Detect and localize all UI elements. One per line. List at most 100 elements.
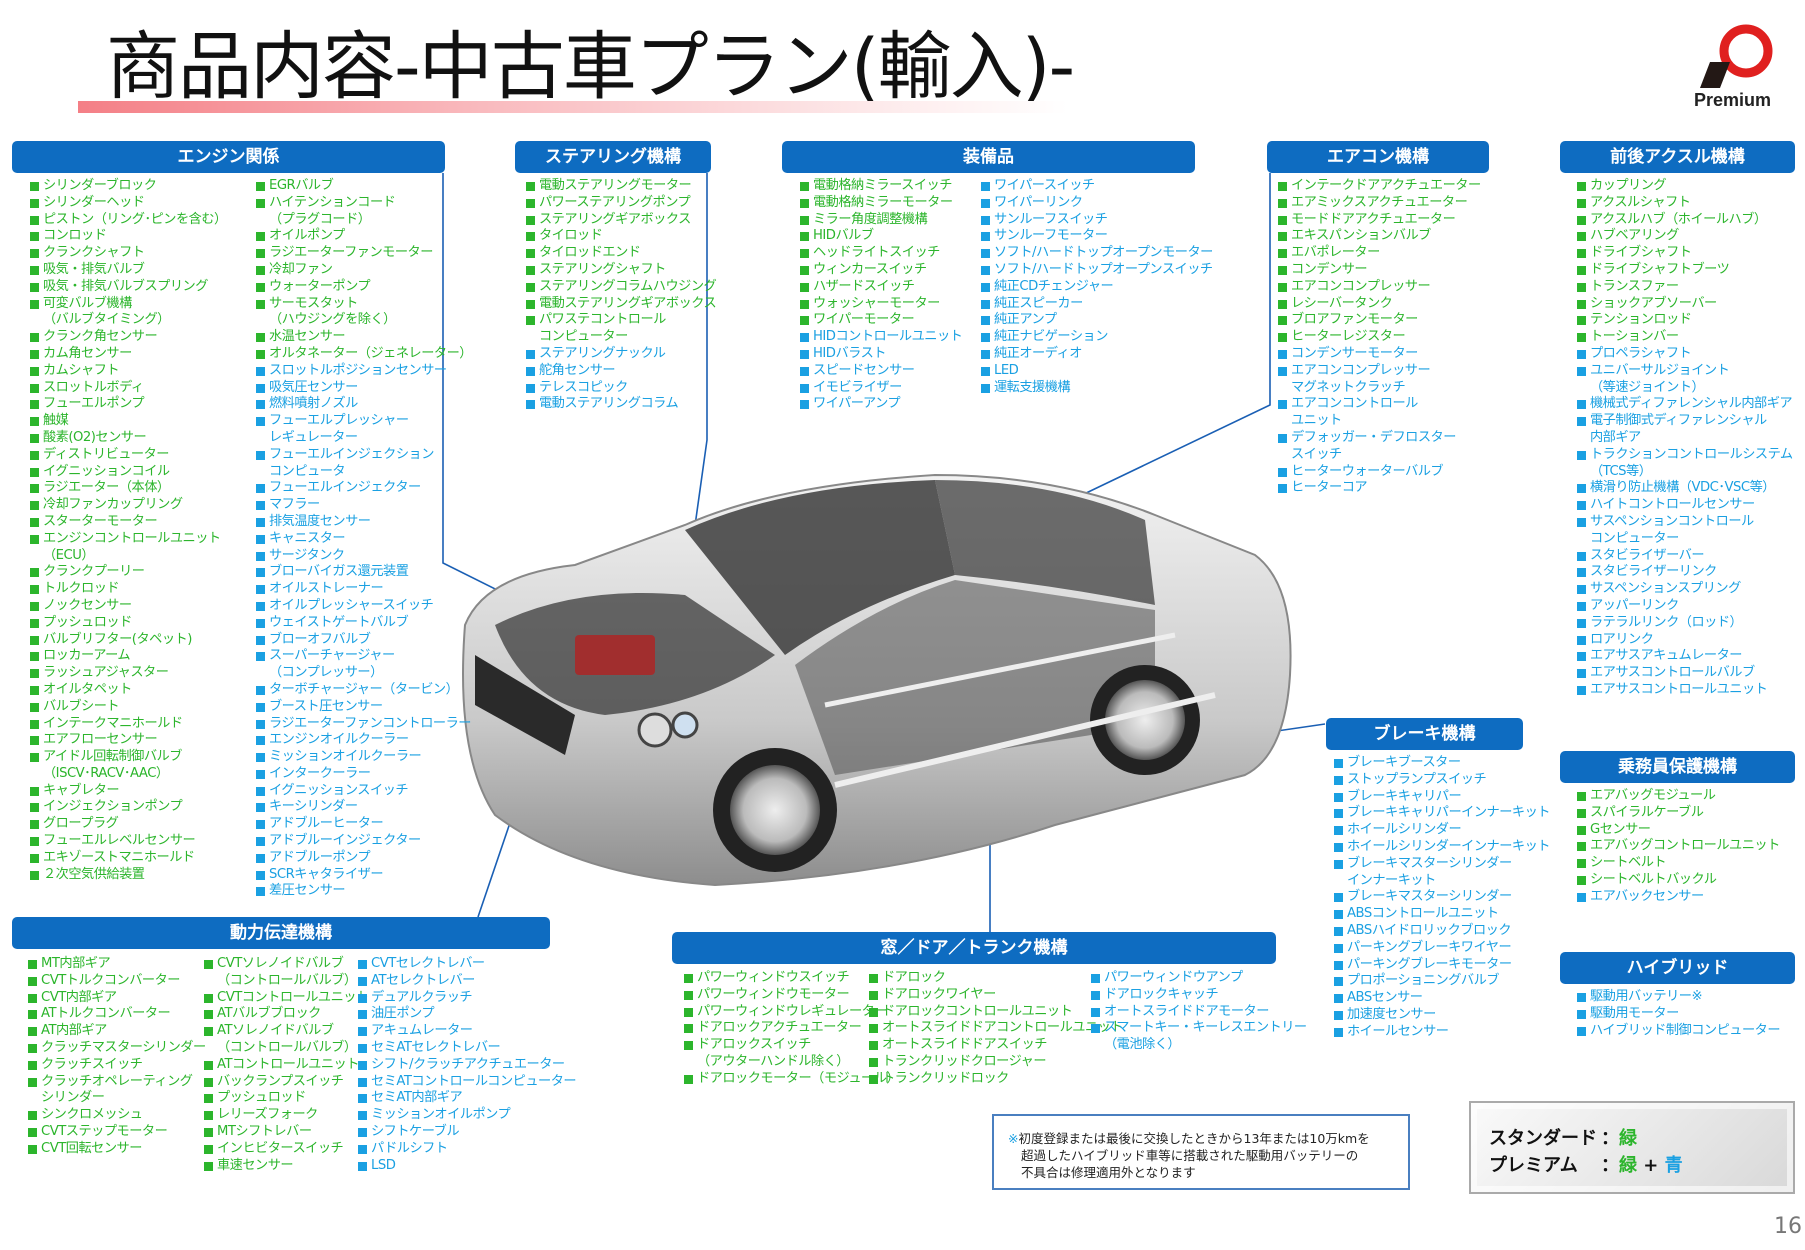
square-bullet-icon: [800, 299, 809, 309]
list-item: 純正スピーカー: [981, 296, 1213, 313]
square-bullet-icon: [1577, 349, 1586, 359]
list-item: サーモスタット （ハウジングを除く）: [256, 296, 472, 330]
square-bullet-icon: [526, 265, 535, 275]
list-item: シートベルトバックル: [1577, 872, 1780, 889]
list-item: パーキングブレーキモーター: [1334, 957, 1550, 974]
square-bullet-icon: [30, 870, 39, 880]
item-label: タイロッドエンド: [539, 245, 641, 261]
square-bullet-icon: [30, 249, 39, 259]
square-bullet-icon: [1334, 792, 1343, 802]
item-label: LED: [994, 362, 1019, 378]
item-label: グロープラグ: [43, 816, 119, 832]
item-label: 冷却ファン: [269, 261, 333, 277]
list-item: CVTソレノイドバルブ （コントロールバルブ）: [204, 956, 369, 990]
list-item: 冷却ファン: [256, 262, 472, 279]
header-steering: ステアリング機構: [515, 141, 711, 173]
hybrid-list: 駆動用バッテリー※ 駆動用モーター ハイブリッド制御コンピューター: [1577, 989, 1781, 1039]
square-bullet-icon: [30, 719, 39, 729]
square-bullet-icon: [800, 333, 809, 343]
list-item: スマートキー・キーレスエントリー （電池除く）: [1091, 1020, 1307, 1054]
list-item: 電子制御式ディファレンシャル 内部ギア: [1577, 413, 1793, 447]
list-item: シリンダーブロック: [30, 178, 227, 195]
item-label: オートスライドドアモーター: [1104, 1003, 1269, 1019]
item-label: 電動ステアリングコラム: [539, 396, 679, 412]
item-label: パワーウィンドウスイッチ: [697, 970, 850, 985]
item-label: ATバルブブロック: [217, 1006, 321, 1022]
list-item: フューエルポンプ: [30, 396, 227, 413]
list-item: ステアリングナックル: [526, 346, 716, 363]
list-item: イグニッションスイッチ: [256, 783, 472, 800]
list-item: ドライブシャフト: [1577, 245, 1793, 262]
square-bullet-icon: [1278, 232, 1287, 242]
list-item: ドアロックスイッチ （アウターハンドル除く）: [684, 1037, 899, 1071]
item-label: クラッチスイッチ: [41, 1056, 143, 1072]
list-item: ヒーターウォーターバルブ: [1278, 464, 1481, 481]
list-item: ワイパースイッチ: [981, 178, 1213, 195]
square-bullet-icon: [1278, 349, 1287, 359]
square-bullet-icon: [800, 249, 809, 259]
list-item: セミAT内部ギア: [358, 1090, 576, 1107]
item-label: カムシャフト: [43, 362, 120, 378]
item-label: パーキングブレーキワイヤー: [1347, 939, 1512, 955]
list-item: ATセレクトレバー: [358, 973, 576, 990]
item-label-continued: （ISCV･RACV･AAC）: [43, 765, 169, 781]
item-label-continued: （TCS等）: [1590, 463, 1652, 479]
list-item: MT内部ギア: [28, 956, 206, 973]
list-item: オイルプレッシャースイッチ: [256, 598, 472, 615]
list-item: デフォッガー・デフロスター スイッチ: [1278, 430, 1481, 464]
square-bullet-icon: [1577, 198, 1586, 208]
item-label: CVTトルクコンバーター: [41, 972, 180, 988]
square-bullet-icon: [30, 517, 39, 527]
item-label: プロペラシャフト: [1590, 345, 1692, 361]
square-bullet-icon: [526, 400, 535, 410]
item-label: プロポーショニングバルブ: [1347, 973, 1500, 989]
square-bullet-icon: [256, 182, 265, 191]
list-item: 水温センサー: [256, 329, 472, 346]
item-label: 駆動用モーター: [1590, 1005, 1679, 1021]
square-bullet-icon: [1334, 994, 1343, 1004]
square-bullet-icon: [204, 1060, 213, 1070]
list-item: テンションロッド: [1577, 312, 1793, 329]
square-bullet-icon: [1278, 467, 1287, 477]
list-item: クラッチスイッチ: [28, 1057, 206, 1074]
list-item: ワイパーリンク: [981, 195, 1213, 212]
list-item: ATソレノイドバルブ （コントロールバルブ）: [204, 1023, 369, 1057]
square-bullet-icon: [1577, 892, 1586, 902]
page-title: 商品内容-中古車プラン(輸入)-: [106, 24, 1075, 110]
square-bullet-icon: [30, 685, 39, 695]
square-bullet-icon: [256, 837, 265, 847]
list-item: インジェクションポンプ: [30, 799, 227, 816]
item-label: 電動格納ミラーモーター: [813, 194, 953, 210]
item-label: ヘッドライトスイッチ: [813, 245, 940, 261]
square-bullet-icon: [256, 198, 265, 208]
item-label: 横滑り防止機構（VDC･VSC等）: [1590, 480, 1775, 496]
list-item: バックランプスイッチ: [204, 1074, 369, 1091]
list-item: 車速センサー: [204, 1158, 369, 1175]
square-bullet-icon: [256, 887, 265, 897]
item-label: ホイールシリンダーインナーキット: [1347, 838, 1551, 854]
item-label: マフラー: [269, 497, 320, 513]
item-label: トランクリッドロック: [882, 1070, 1009, 1086]
square-bullet-icon: [981, 383, 990, 393]
item-label-continued: コンピュータ: [269, 463, 346, 479]
square-bullet-icon: [28, 1027, 37, 1037]
list-item: LSD: [358, 1158, 576, 1175]
list-item: 電動格納ミラースイッチ: [800, 178, 962, 195]
square-bullet-icon: [256, 702, 265, 712]
square-bullet-icon: [1577, 182, 1586, 191]
legend-sep: ：: [1601, 1155, 1619, 1176]
square-bullet-icon: [256, 383, 265, 393]
item-label: オートスライドドアコントロールユニット: [882, 1020, 1124, 1036]
item-label: スマートキー・キーレスエントリー: [1104, 1020, 1307, 1036]
hybrid-battery-note: ※初度登録または最後に交換したときから13年または10万kmを 超過したハイブリ…: [992, 1114, 1410, 1190]
item-label: エアコンコンプレッサー: [1291, 362, 1431, 378]
list-item: セミATコントロールコンピューター: [358, 1074, 577, 1091]
header-drivetrain: 動力伝達機構: [12, 917, 550, 949]
item-label: ホイールシリンダー: [1347, 822, 1462, 838]
item-label: エアバッグモジュール: [1590, 788, 1716, 803]
list-item: ノックセンサー: [30, 598, 227, 615]
item-label: ABSセンサー: [1347, 990, 1423, 1006]
list-item: トラクションコントロールシステム （TCS等）: [1577, 447, 1793, 481]
item-label: MT内部ギア: [41, 956, 111, 971]
list-item: エアバッグモジュール: [1577, 788, 1780, 805]
